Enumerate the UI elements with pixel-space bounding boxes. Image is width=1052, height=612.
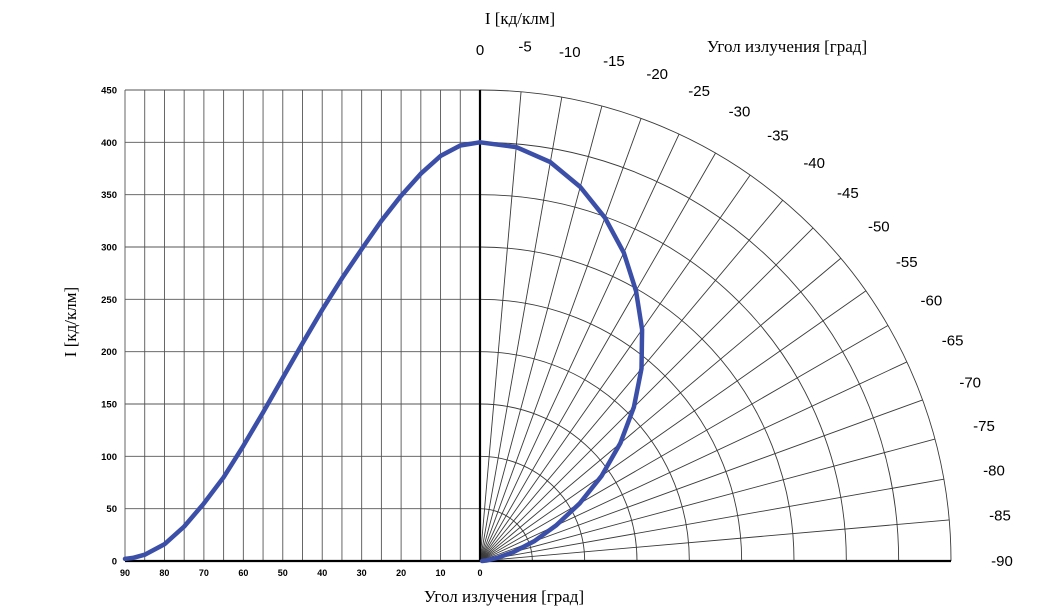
y-tick-label: 100 bbox=[101, 452, 117, 463]
y-tick-label: 200 bbox=[101, 347, 117, 358]
y-tick-label: 0 bbox=[112, 557, 117, 568]
polar-angle-tick: -5 bbox=[518, 38, 531, 55]
y-tick-label: 300 bbox=[101, 243, 117, 254]
x-axis-label: Угол излучения [град] bbox=[424, 587, 584, 606]
polar-ray bbox=[479, 91, 522, 562]
polar-ray bbox=[479, 361, 908, 562]
polar-angle-tick: -70 bbox=[959, 375, 981, 392]
y-tick-label: 50 bbox=[106, 504, 117, 515]
polar-angle-tick: 0 bbox=[476, 42, 484, 59]
polar-angle-tick: -90 bbox=[991, 553, 1013, 570]
polar-ray bbox=[479, 290, 867, 562]
polar-ray bbox=[479, 174, 751, 562]
polar-ray bbox=[479, 152, 716, 562]
polar-ray bbox=[479, 399, 923, 562]
x-tick-label: 10 bbox=[436, 568, 446, 578]
polar-ray bbox=[479, 97, 563, 562]
x-tick-label: 50 bbox=[278, 568, 288, 578]
x-tick-label: 90 bbox=[120, 568, 130, 578]
y-axis-label: I [кд/клм] bbox=[61, 287, 80, 357]
y-tick-label: 350 bbox=[101, 190, 117, 201]
polar-ray bbox=[479, 257, 842, 562]
polar-ray bbox=[479, 438, 936, 562]
polar-angle-tick: -45 bbox=[837, 185, 859, 202]
polar-ray bbox=[479, 478, 944, 562]
polar-ray bbox=[479, 227, 814, 562]
polar-ray bbox=[479, 325, 889, 562]
polar-angle-tick: -75 bbox=[973, 418, 995, 435]
polar-angle-tick: -30 bbox=[729, 104, 751, 121]
axes bbox=[125, 90, 951, 563]
polar-angle-label: Угол излучения [град] bbox=[707, 37, 867, 56]
cartesian-intensity-line bbox=[122, 140, 483, 562]
polar-angle-tick: -85 bbox=[989, 508, 1011, 525]
polar-angle-tick: -55 bbox=[896, 254, 918, 271]
polar-ray bbox=[479, 133, 680, 562]
x-tick-label: 0 bbox=[477, 568, 482, 578]
x-tick-label: 40 bbox=[317, 568, 327, 578]
polar-angle-tick: -15 bbox=[603, 53, 625, 70]
y-tick-label: 250 bbox=[101, 295, 117, 306]
y-tick-label: 400 bbox=[101, 138, 117, 149]
x-tick-label: 70 bbox=[199, 568, 209, 578]
polar-angle-tick: -40 bbox=[803, 155, 825, 172]
top-axis-label: I [кд/клм] bbox=[485, 9, 555, 28]
polar-ray bbox=[479, 105, 603, 562]
x-tick-label: 60 bbox=[238, 568, 248, 578]
polar-intensity-line bbox=[477, 140, 645, 564]
polar-angle-tick: -65 bbox=[942, 333, 964, 350]
polar-ray bbox=[479, 118, 642, 562]
y-tick-label: 150 bbox=[101, 400, 117, 411]
x-tick-label: 30 bbox=[357, 568, 367, 578]
y-tick-label: 450 bbox=[101, 86, 117, 97]
polar-angle-tick: -35 bbox=[767, 127, 789, 144]
polar-ray bbox=[479, 199, 784, 562]
x-tick-label: 80 bbox=[159, 568, 169, 578]
polar-ray bbox=[479, 519, 950, 562]
polar-angle-tick: -80 bbox=[983, 462, 1005, 479]
grid bbox=[124, 89, 481, 562]
polar-angle-tick: -60 bbox=[921, 292, 943, 309]
polar-angle-tick: -25 bbox=[688, 83, 710, 100]
x-tick-label: 20 bbox=[396, 568, 406, 578]
intensity-curves bbox=[122, 140, 645, 564]
polar-angle-tick: -10 bbox=[559, 44, 581, 61]
polar-angle-tick: -20 bbox=[646, 66, 668, 83]
polar-angle-tick: -50 bbox=[868, 218, 890, 235]
